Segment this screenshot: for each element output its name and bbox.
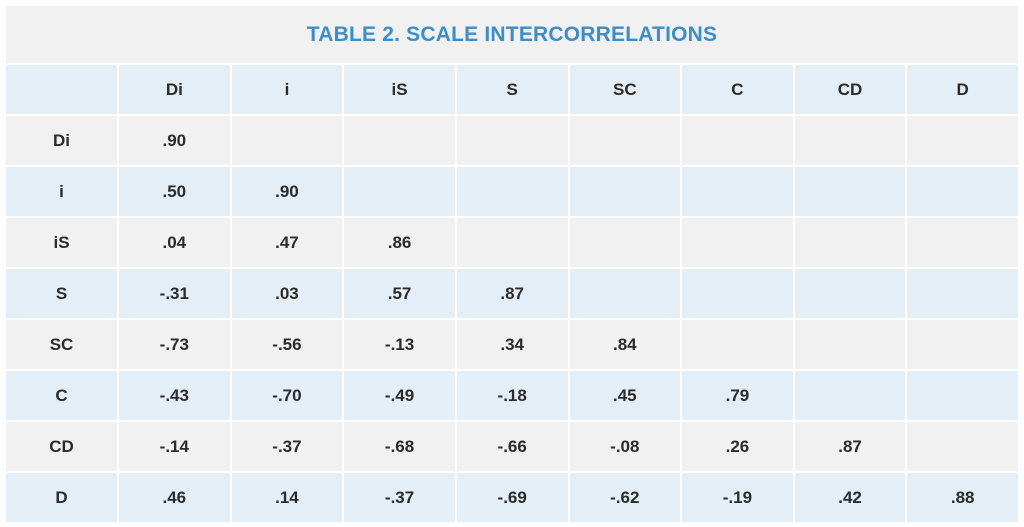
table-cell: -.31: [119, 269, 230, 318]
table-cell: -.73: [119, 320, 230, 369]
column-header-is: iS: [344, 65, 455, 114]
table-cell: [794, 269, 906, 318]
column-header-i: i: [231, 65, 343, 114]
table-cell: -.56: [231, 320, 343, 369]
table-cell: [456, 218, 568, 267]
table-cell: [907, 320, 1018, 369]
row-label-cd: CD: [6, 422, 117, 471]
table-cell: [682, 269, 793, 318]
table-cell: [569, 218, 681, 267]
column-header-cd: CD: [794, 65, 906, 114]
table-cell: [794, 116, 906, 165]
table-cell: -.49: [344, 371, 455, 420]
table-cell: [456, 167, 568, 216]
table-cell: [344, 167, 455, 216]
table-cell: .03: [231, 269, 343, 318]
table-cell: .88: [907, 473, 1018, 522]
table-cell: .26: [682, 422, 793, 471]
table-cell: .04: [119, 218, 230, 267]
table-cell: .34: [456, 320, 568, 369]
table-cell: [907, 116, 1018, 165]
table-cell: -.37: [344, 473, 455, 522]
table-cell: .50: [119, 167, 230, 216]
table-cell: -.69: [456, 473, 568, 522]
table-cell: [682, 116, 793, 165]
table-cell: .90: [231, 167, 343, 216]
column-header-s: S: [456, 65, 568, 114]
table-cell: [231, 116, 343, 165]
table-cell: .90: [119, 116, 230, 165]
table-cell: [907, 422, 1018, 471]
table-cell: [569, 167, 681, 216]
row-label-is: iS: [6, 218, 117, 267]
table-cell: [907, 167, 1018, 216]
header-corner-cell: [6, 65, 117, 114]
table-cell: .79: [682, 371, 793, 420]
table-cell: -.13: [344, 320, 455, 369]
table-cell: [907, 218, 1018, 267]
table-cell: .86: [344, 218, 455, 267]
table-cell: .87: [794, 422, 906, 471]
table-cell: -.19: [682, 473, 793, 522]
table-cell: [794, 218, 906, 267]
table-cell: -.43: [119, 371, 230, 420]
table-cell: .87: [456, 269, 568, 318]
table-cell: [682, 218, 793, 267]
table-cell: -.14: [119, 422, 230, 471]
row-label-i: i: [6, 167, 117, 216]
table-grid: Di i iS S SC C CD D Di .90 i .50.90 iS .04.47.86 S -.31…: [6, 65, 1018, 522]
table-cell: .14: [231, 473, 343, 522]
table-cell: [907, 371, 1018, 420]
table-cell: [682, 320, 793, 369]
column-header-d: D: [907, 65, 1018, 114]
table-cell: [344, 116, 455, 165]
table-cell: .47: [231, 218, 343, 267]
table-cell: [682, 167, 793, 216]
row-label-sc: SC: [6, 320, 117, 369]
table-cell: .45: [569, 371, 681, 420]
column-header-c: C: [682, 65, 793, 114]
correlation-table: TABLE 2. SCALE INTERCORRELATIONS Di i iS S S…: [6, 6, 1018, 522]
table-cell: -.68: [344, 422, 455, 471]
row-label-d: D: [6, 473, 117, 522]
table-title-bar: TABLE 2. SCALE INTERCORRELATIONS: [6, 6, 1018, 63]
table-cell: [794, 371, 906, 420]
column-header-sc: SC: [569, 65, 681, 114]
table-cell: [794, 320, 906, 369]
row-label-s: S: [6, 269, 117, 318]
table-cell: -.66: [456, 422, 568, 471]
table-cell: [794, 167, 906, 216]
table-cell: .57: [344, 269, 455, 318]
table-cell: -.37: [231, 422, 343, 471]
table-title: TABLE 2. SCALE INTERCORRELATIONS: [306, 22, 718, 46]
table-cell: -.70: [231, 371, 343, 420]
table-cell: [569, 269, 681, 318]
table-cell: .46: [119, 473, 230, 522]
table-cell: -.62: [569, 473, 681, 522]
table-cell: [907, 269, 1018, 318]
column-header-di: Di: [119, 65, 230, 114]
row-label-c: C: [6, 371, 117, 420]
table-cell: .84: [569, 320, 681, 369]
table-cell: -.08: [569, 422, 681, 471]
table-cell: [569, 116, 681, 165]
table-cell: -.18: [456, 371, 568, 420]
table-cell: [456, 116, 568, 165]
row-label-di: Di: [6, 116, 117, 165]
table-cell: .42: [794, 473, 906, 522]
